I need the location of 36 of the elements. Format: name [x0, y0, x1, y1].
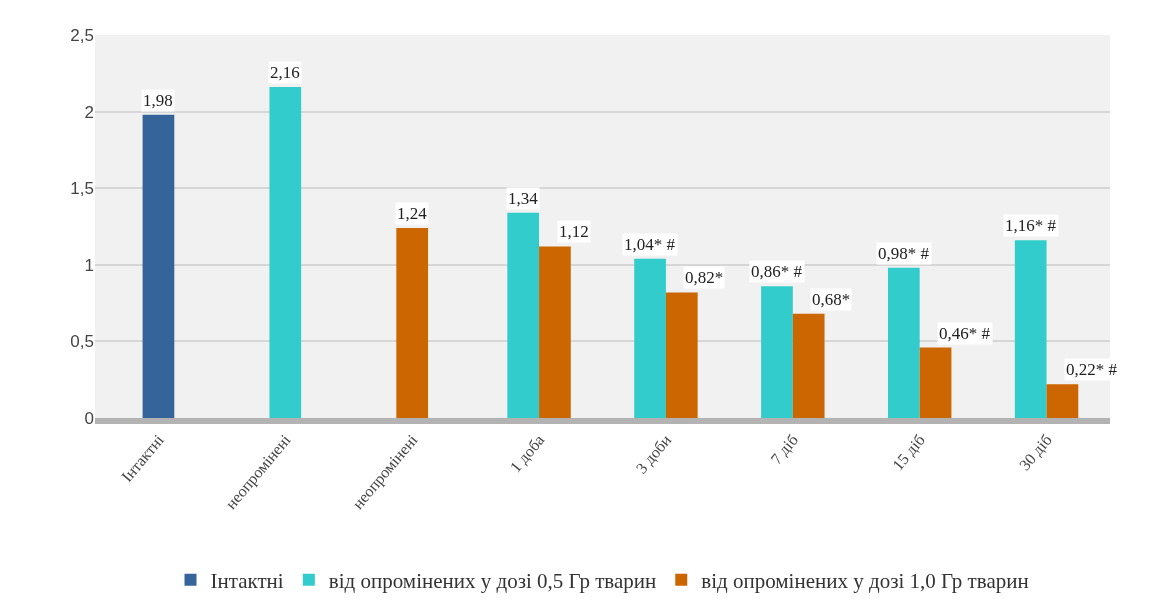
data-label: 0,22* # — [1066, 360, 1118, 379]
data-label: 1,24 — [397, 204, 428, 223]
bar — [507, 212, 540, 418]
y-tick-label: 2,5 — [70, 25, 94, 45]
data-label: 2,16 — [270, 63, 300, 82]
data-label: 1,16* # — [1005, 216, 1057, 235]
data-label: 1,34 — [508, 189, 539, 208]
bar — [1014, 240, 1047, 418]
x-tick-label: 30 діб — [1015, 431, 1056, 475]
y-tick-label: 2 — [84, 102, 94, 122]
bar — [887, 267, 920, 418]
bar — [761, 286, 793, 418]
data-label: 1,12 — [559, 222, 589, 241]
data-label: 0,86* # — [751, 262, 803, 281]
legend-label: від опромінених у дозі 0,5 Гр тварин — [328, 569, 657, 594]
data-label: 1,04* # — [624, 235, 676, 254]
y-tick-label: 0 — [84, 408, 94, 428]
x-tick-label: 15 діб — [888, 431, 929, 475]
bar — [142, 114, 175, 418]
bar — [1046, 384, 1079, 418]
data-label: 0,46* # — [939, 324, 991, 343]
data-label: 0,98* # — [878, 244, 930, 263]
y-tick-label: 1 — [84, 255, 94, 275]
bar — [539, 246, 571, 418]
y-tick-label: 0,5 — [70, 332, 94, 352]
y-tick-label: 1,5 — [70, 179, 94, 199]
bar — [634, 258, 666, 418]
data-label: 0,68* — [812, 290, 851, 309]
legend-label: Інтактні — [210, 569, 284, 594]
bar — [919, 347, 952, 418]
legend-label: від опромінених у дозі 1,0 Гр тварин — [701, 569, 1029, 594]
x-tick-label: 7 діб — [767, 431, 802, 468]
data-label: 1,98 — [143, 91, 173, 110]
bar — [665, 292, 698, 418]
bar — [792, 313, 825, 418]
data-label: 0,82* — [685, 268, 724, 287]
